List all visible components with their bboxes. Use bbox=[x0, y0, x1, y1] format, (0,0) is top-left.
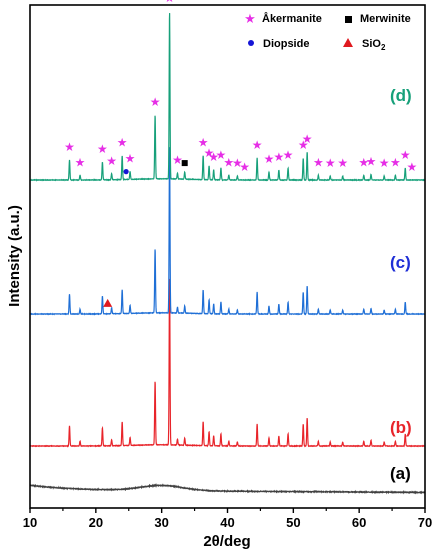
merwinite-marker bbox=[181, 160, 188, 167]
x-tick-label-30: 30 bbox=[154, 515, 168, 530]
akermanite-marker: ★ bbox=[125, 152, 136, 166]
x-tick-label-70: 70 bbox=[418, 515, 432, 530]
akermanite-marker: ★ bbox=[302, 132, 313, 146]
legend: ★ Åkermanite Merwinite Diopside SiO2 bbox=[244, 11, 411, 52]
akermanite-marker: ★ bbox=[198, 136, 209, 150]
curve-label-a: (a) bbox=[390, 464, 411, 483]
akermanite-marker: ★ bbox=[204, 146, 215, 160]
akermanite-marker: ★ bbox=[106, 154, 117, 168]
akermanite-marker: ★ bbox=[400, 148, 411, 162]
legend-sio2-label-main: SiO bbox=[362, 38, 381, 50]
sio2-marker bbox=[103, 298, 113, 307]
akermanite-marker: ★ bbox=[298, 138, 309, 152]
x-tick-label-20: 20 bbox=[89, 515, 103, 530]
akermanite-marker: ★ bbox=[252, 138, 263, 152]
akermanite-marker: ★ bbox=[406, 160, 417, 174]
akermanite-marker: ★ bbox=[283, 148, 294, 162]
x-tick-label-50: 50 bbox=[286, 515, 300, 530]
akermanite-marker: ★ bbox=[150, 95, 161, 109]
series-line-d bbox=[29, 13, 426, 182]
akermanite-marker: ★ bbox=[264, 152, 275, 166]
x-axis-title: 2θ/deg bbox=[203, 533, 250, 550]
series-layer bbox=[29, 13, 426, 495]
akermanite-marker: ★ bbox=[232, 156, 243, 170]
legend-sio2-marker bbox=[343, 38, 353, 47]
akermanite-marker: ★ bbox=[64, 140, 75, 154]
akermanite-marker: ★ bbox=[366, 155, 377, 169]
diopside-marker bbox=[123, 169, 129, 175]
akermanite-marker: ★ bbox=[390, 155, 401, 169]
legend-merwinite-marker bbox=[345, 16, 352, 23]
legend-merwinite-label: Merwinite bbox=[360, 13, 411, 25]
series-line-b bbox=[29, 278, 426, 448]
legend-akermanite-marker: ★ bbox=[244, 11, 256, 26]
curve-labels: (a) (b) (c) (d) bbox=[390, 86, 412, 483]
legend-sio2-label-sub: 2 bbox=[381, 43, 386, 52]
x-ticks: 10 20 30 40 50 60 70 bbox=[23, 508, 432, 530]
akermanite-marker: ★ bbox=[379, 156, 390, 170]
akermanite-marker: ★ bbox=[223, 155, 234, 169]
series-line-c bbox=[29, 147, 426, 316]
akermanite-marker: ★ bbox=[172, 153, 183, 167]
legend-diopside-marker bbox=[248, 40, 254, 46]
akermanite-marker: ★ bbox=[164, 0, 175, 5]
akermanite-marker: ★ bbox=[208, 150, 219, 164]
legend-sio2-label: SiO2 bbox=[362, 38, 386, 52]
akermanite-marker: ★ bbox=[239, 160, 250, 174]
akermanite-marker: ★ bbox=[325, 156, 336, 170]
akermanite-marker: ★ bbox=[313, 155, 324, 169]
curve-label-b: (b) bbox=[390, 418, 412, 437]
akermanite-marker: ★ bbox=[216, 148, 227, 162]
legend-diopside-label: Diopside bbox=[263, 38, 309, 50]
x-tick-label-10: 10 bbox=[23, 515, 37, 530]
phase-markers: ★★★★★★★★★★★★★★★★★★★★★★★★★★★★★★★ bbox=[64, 0, 417, 307]
curve-label-d: (d) bbox=[390, 86, 412, 105]
series-line-a bbox=[29, 483, 426, 495]
akermanite-marker: ★ bbox=[273, 150, 284, 164]
akermanite-marker: ★ bbox=[337, 156, 348, 170]
curve-label-c: (c) bbox=[390, 253, 411, 272]
akermanite-marker: ★ bbox=[358, 155, 369, 169]
legend-akermanite-label: Åkermanite bbox=[262, 12, 322, 25]
akermanite-marker: ★ bbox=[75, 155, 86, 169]
x-tick-label-40: 40 bbox=[220, 515, 234, 530]
x-tick-label-60: 60 bbox=[352, 515, 366, 530]
akermanite-marker: ★ bbox=[97, 142, 108, 156]
y-axis-title: Intensity (a.u.) bbox=[6, 205, 23, 307]
plot-frame bbox=[29, 4, 426, 509]
akermanite-marker: ★ bbox=[117, 136, 128, 150]
